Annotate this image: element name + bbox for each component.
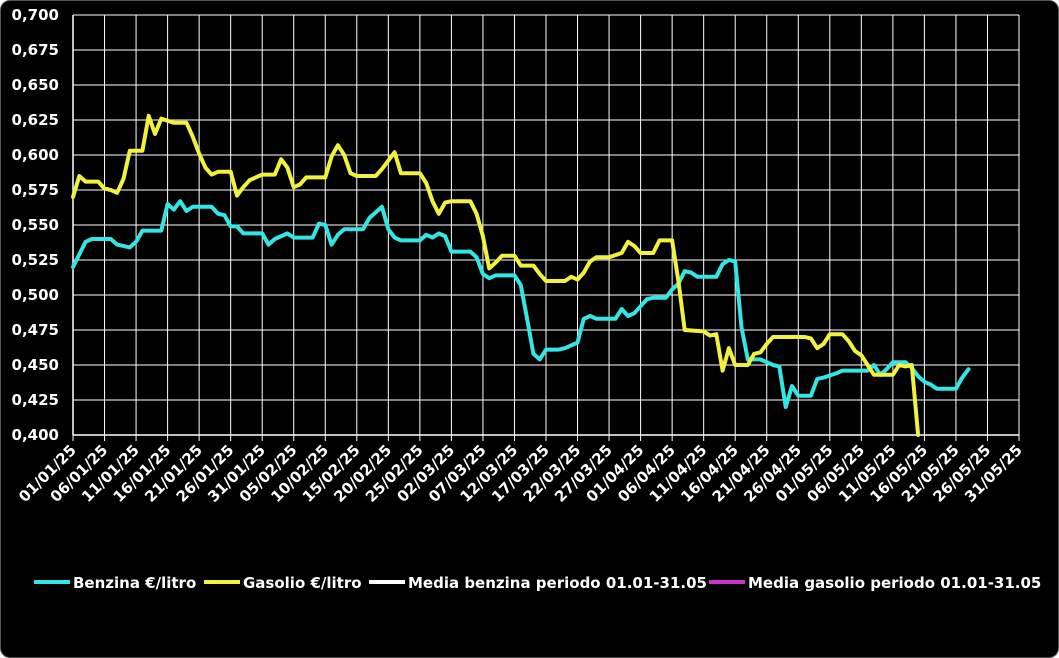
y-tick-label: 0,425 [12,391,59,409]
legend-label-benzina: Benzina €/litro [73,574,196,592]
x-axis-labels: 01/01/2506/01/2511/01/2516/01/2521/01/25… [15,441,1026,506]
legend-label-media-gasolio: Media gasolio periodo 01.01-31.05 [748,574,1041,592]
grid [72,14,1020,441]
y-tick-label: 0,400 [12,426,59,444]
legend-item-media-gasolio: Media gasolio periodo 01.01-31.05 [709,574,1041,592]
series-line-gasolio [71,113,921,437]
y-tick-label: 0,650 [12,76,59,94]
legend: Benzina €/litro Gasolio €/litro Media be… [34,574,1041,592]
legend-label-gasolio: Gasolio €/litro [243,574,362,592]
legend-item-benzina: Benzina €/litro [34,574,196,592]
y-tick-label: 0,525 [12,251,59,269]
y-tick-label: 0,450 [12,356,59,374]
y-tick-label: 0,675 [12,41,59,59]
y-tick-label: 0,600 [12,146,59,164]
y-axis-labels: 0,400 0,425 0,450 0,475 0,500 0,525 0,550 0,575… [12,6,59,444]
y-tick-label: 0,575 [12,181,59,199]
y-tick-label: 0,625 [12,111,59,129]
y-tick-label: 0,500 [12,286,59,304]
y-tick-label: 0,550 [12,216,59,234]
series-lines [71,113,971,437]
y-tick-label: 0,700 [12,6,59,24]
y-tick-label: 0,475 [12,321,59,339]
legend-item-gasolio: Gasolio €/litro [204,574,362,592]
legend-item-media-benzina: Media benzina periodo 01.01-31.05 [369,574,707,592]
series-line-benzina [71,199,971,409]
legend-label-media-benzina: Media benzina periodo 01.01-31.05 [408,574,707,592]
